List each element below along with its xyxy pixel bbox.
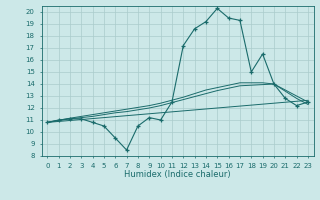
X-axis label: Humidex (Indice chaleur): Humidex (Indice chaleur) [124,170,231,179]
